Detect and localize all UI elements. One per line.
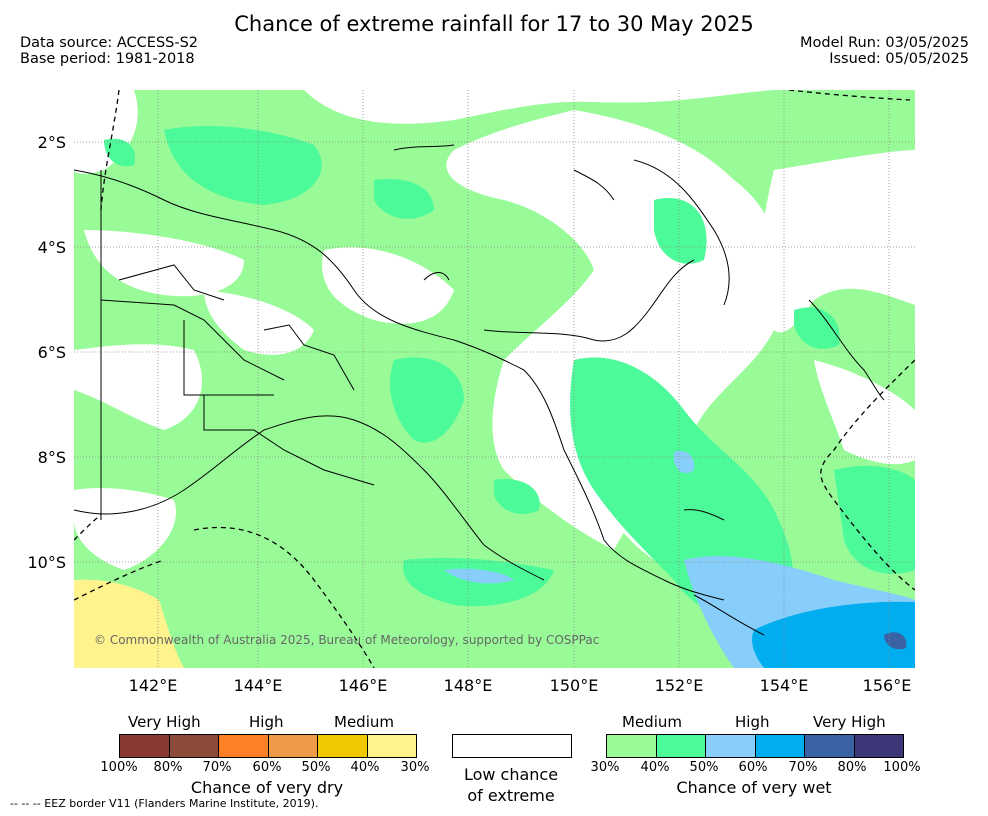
wet-caption: Chance of very wet [676, 778, 832, 797]
wet-tick-50: 50% [689, 760, 719, 775]
lon-label-148e: 148°E [443, 676, 493, 695]
eez-border [74, 90, 915, 668]
wet-tick-80: 80% [837, 760, 867, 775]
dry-tick-50: 50% [301, 760, 331, 775]
low-chance-caption: Low chance of extreme [440, 764, 582, 806]
lon-label-146e: 146°E [338, 676, 388, 695]
wet-swatch-6 [854, 735, 903, 757]
coastlines [74, 144, 885, 636]
dry-swatch-6 [367, 735, 416, 757]
dry-swatch-2 [169, 735, 219, 757]
wet-swatch-1 [607, 735, 657, 757]
lon-label-152e: 152°E [654, 676, 704, 695]
metadata-right: Model Run: 03/05/2025 Issued: 05/05/2025 [800, 35, 969, 67]
dry-caption: Chance of very dry [190, 778, 344, 797]
extreme-wet-region [884, 632, 907, 650]
dry-tick-70: 70% [202, 760, 232, 775]
dry-tick-80: 80% [153, 760, 183, 775]
dry-region [74, 579, 184, 668]
dry-swatch-5 [318, 735, 368, 757]
lat-label-8s: 8°S [37, 448, 66, 467]
rainfall-map [74, 90, 915, 668]
wet-level-very-high: Very High [813, 713, 886, 731]
wet-tick-30: 30% [590, 760, 620, 775]
lon-label-142e: 142°E [128, 676, 178, 695]
very-high-wet-regions [752, 601, 915, 668]
medium-wet-regions [104, 125, 915, 623]
graticule [74, 90, 915, 668]
issued-date: Issued: 05/05/2025 [829, 51, 969, 67]
low-chance-swatch [452, 734, 572, 758]
map-title: Chance of extreme rainfall for 17 to 30 … [234, 12, 754, 36]
dry-tick-30: 30% [400, 760, 430, 775]
wet-swatch-2 [656, 735, 706, 757]
wet-level-medium: Medium [622, 713, 682, 731]
dry-level-very-high: Very High [128, 713, 201, 731]
low-chance-caption-line1: Low chance [463, 765, 559, 784]
wet-level-high: High [735, 713, 770, 731]
model-run: Model Run: 03/05/2025 [799, 35, 969, 51]
wet-tick-100: 100% [883, 760, 921, 775]
wet-swatch-3 [706, 735, 756, 757]
lat-label-6s: 6°S [37, 343, 66, 362]
lon-label-154e: 154°E [759, 676, 809, 695]
wet-tick-40: 40% [640, 760, 670, 775]
metadata-left: Data source: ACCESS-S2 Base period: 1981… [20, 35, 198, 67]
dry-swatch-4 [268, 735, 318, 757]
lon-label-156e: 156°E [862, 676, 912, 695]
eez-footnote: -- -- -- EEZ border V11 (Flanders Marine… [10, 797, 319, 810]
wet-swatch-5 [805, 735, 855, 757]
dry-tick-100: 100% [100, 760, 138, 775]
wet-tick-70: 70% [788, 760, 818, 775]
low-chance-caption-line2: of extreme [467, 786, 555, 805]
lat-label-2s: 2°S [37, 133, 66, 152]
wet-color-scale [606, 734, 904, 758]
data-source: Data source: ACCESS-S2 [20, 35, 199, 51]
lon-label-144e: 144°E [233, 676, 283, 695]
lat-label-10s: 10°S [27, 553, 66, 572]
wet-tick-60: 60% [738, 760, 768, 775]
wet-swatch-4 [755, 735, 805, 757]
dry-swatch-1 [120, 735, 170, 757]
dry-swatch-3 [219, 735, 269, 757]
dry-level-medium: Medium [334, 713, 394, 731]
dry-level-high: High [249, 713, 284, 731]
dry-tick-40: 40% [350, 760, 380, 775]
lon-label-150e: 150°E [549, 676, 599, 695]
lat-label-4s: 4°S [37, 238, 66, 257]
base-period: Base period: 1981-2018 [20, 51, 195, 67]
dry-tick-60: 60% [252, 760, 282, 775]
dry-color-scale [119, 734, 417, 758]
admin-borders [100, 170, 375, 520]
copyright-notice: © Commonwealth of Australia 2025, Bureau… [94, 633, 600, 647]
